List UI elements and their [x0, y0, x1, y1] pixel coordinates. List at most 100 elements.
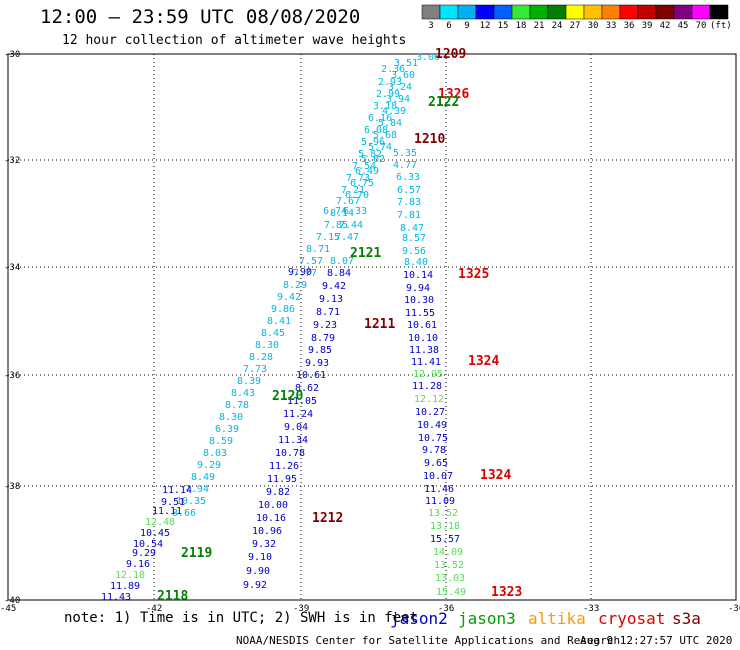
wave-height-value: 3.51: [394, 58, 418, 69]
scale-label: 24: [551, 21, 563, 31]
wave-height-value: 10.30: [404, 295, 434, 306]
wave-height-value: 13.03: [435, 573, 465, 584]
lon-label: -42: [146, 604, 162, 614]
legend-altika: altika: [528, 609, 586, 628]
note-text: note: 1) Time is in UTC; 2) SWH is in fe…: [64, 610, 419, 626]
wave-height-value: 5.68: [373, 130, 397, 141]
lat-label: -36: [4, 371, 20, 381]
wave-height-value: 8.43: [231, 388, 255, 399]
pass-label: 1211: [364, 317, 395, 332]
wave-height-value: 6.49: [355, 166, 379, 177]
wave-height-value: 9.93: [305, 358, 329, 369]
lon-label: -30: [728, 604, 740, 614]
wave-height-value: 8.39: [237, 376, 261, 387]
wave-height-value: 12.95: [413, 369, 443, 380]
wave-height-value: 7.67: [336, 196, 360, 207]
wave-height-value: 8.28: [249, 352, 273, 363]
legend-s3a: s3a: [672, 609, 701, 628]
wave-height-value: 7.21: [341, 185, 365, 196]
pass-label: 2120: [272, 389, 303, 404]
scale-label: 45: [677, 21, 689, 31]
wave-height-value: 3.60: [391, 70, 415, 81]
wave-height-value: 12.12: [414, 394, 444, 405]
scale-label: 18: [515, 21, 527, 31]
page-title: 12:00 – 23:59 UTC 08/08/2020: [40, 6, 361, 28]
footer-credit: NOAA/NESDIS Center for Satellite Applica…: [236, 634, 621, 647]
scale-swatch: [565, 4, 585, 20]
wave-height-value: 11.09: [425, 496, 455, 507]
wave-height-value: 3.18: [373, 101, 397, 112]
wave-height-value: 10.45: [140, 528, 170, 539]
scale-label: 33: [605, 21, 617, 31]
wave-height-value: 7.73: [243, 364, 267, 375]
wave-height-value: 9.78: [422, 445, 446, 456]
map-frame: [7, 53, 737, 601]
wave-height-value: 11.34: [278, 435, 308, 446]
scale-swatch: [709, 4, 729, 20]
wave-height-value: 9.56: [402, 246, 426, 257]
scale-swatch: [583, 4, 603, 20]
wave-height-value: 8.78: [225, 400, 249, 411]
wave-height-value: 8.07: [330, 256, 354, 267]
wave-height-value: 15.49: [436, 587, 466, 598]
wave-height-value: 10.78: [275, 448, 305, 459]
pass-label: 2121: [350, 246, 381, 261]
wave-height-value: 6.33: [396, 172, 420, 183]
wave-height-value: 8.14: [330, 208, 354, 219]
scale-swatch: [529, 4, 549, 20]
wave-height-value: 11.14: [162, 485, 192, 496]
wave-height-value: 9.42: [277, 292, 301, 303]
scale-label: 42: [659, 21, 671, 31]
wave-height-value: 7.83: [397, 197, 421, 208]
scale-swatch: [421, 4, 441, 20]
wave-height-value: 8.40: [404, 257, 428, 268]
wave-height-value: 8.71: [306, 244, 330, 255]
lon-label: -45: [0, 604, 16, 614]
wave-height-value: 7.73: [346, 173, 370, 184]
wave-height-value: 8.84: [327, 268, 351, 279]
scale-label: (ft): [710, 21, 732, 31]
wave-height-value: 11.41: [411, 357, 441, 368]
wave-height-value: 11.89: [110, 581, 140, 592]
scale-swatch: [547, 4, 567, 20]
wave-height-value: 5.62: [361, 154, 385, 165]
page-subtitle: 12 hour collection of altimeter wave hei…: [62, 33, 407, 48]
wave-height-value: 8.57: [402, 233, 426, 244]
pass-label: 2122: [428, 95, 459, 110]
scale-label: 39: [641, 21, 653, 31]
wave-height-value: 12.18: [115, 570, 145, 581]
wave-height-value: 10.61: [407, 320, 437, 331]
wave-height-value: 9.65: [424, 458, 448, 469]
wave-height-value: 9.29: [197, 460, 221, 471]
scale-swatch: [655, 4, 675, 20]
wave-height-value: 7.44: [339, 220, 363, 231]
scale-label: 3: [428, 21, 434, 31]
wave-height-value: 8.47: [400, 223, 424, 234]
wave-height-value: 9.85: [308, 345, 332, 356]
wave-height-value: 9.10: [248, 552, 272, 563]
wave-height-value: 10.54: [133, 539, 163, 550]
wave-height-value: 13.18: [430, 521, 460, 532]
wave-height-value: 5.84: [378, 118, 402, 129]
scale-swatch: [637, 4, 657, 20]
scale-label: 30: [587, 21, 599, 31]
scale-swatch: [601, 4, 621, 20]
legend-cryosat: cryosat: [598, 609, 665, 628]
wave-height-value: 7.81: [397, 210, 421, 221]
scale-swatch: [493, 4, 513, 20]
wave-height-value: 9.82: [266, 487, 290, 498]
wave-height-value: 11.38: [409, 345, 439, 356]
lat-label: -30: [4, 50, 20, 60]
wave-height-value: 7.77: [293, 268, 317, 279]
wave-height-value: 10.07: [423, 471, 453, 482]
wave-height-value: 11.46: [424, 484, 454, 495]
wave-height-value: 11.11: [152, 506, 182, 517]
wave-height-value: 8.59: [209, 436, 233, 447]
lat-label: -34: [4, 263, 20, 273]
wave-height-value: 9.04: [284, 422, 308, 433]
wave-height-value: 8.62: [295, 383, 319, 394]
lon-label: -33: [583, 604, 599, 614]
wave-height-value: 6.16: [368, 113, 392, 124]
legend-jason2: jason2: [390, 609, 448, 628]
